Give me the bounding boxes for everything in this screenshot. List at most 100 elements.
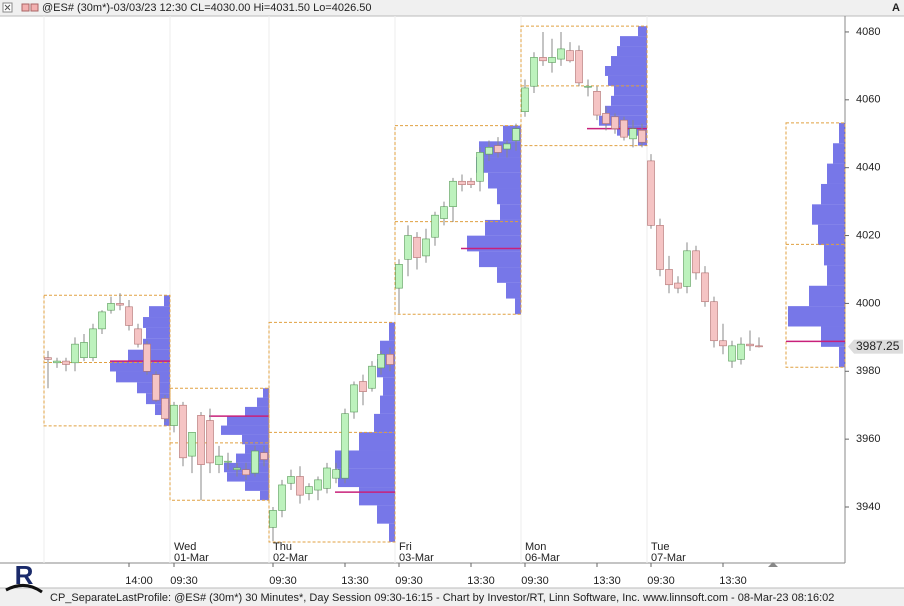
candle-body [539,57,547,62]
profile-bar [620,36,647,47]
profile-bin [611,56,647,66]
candle [395,259,403,314]
candle [656,218,664,277]
candle [422,228,430,263]
profile-bar [821,183,845,205]
profile-bar [788,306,845,327]
candle-body [107,303,115,311]
profile-bar [389,523,395,542]
profile-bar [617,46,647,57]
candle-body [458,180,466,185]
candle-body [701,272,709,303]
chart-title: @ES# (30m*)-03/03/23 12:30 CL=4030.00 Hi… [42,2,372,14]
candle-body [665,269,673,286]
profile-bin [257,397,269,407]
candle [296,466,304,504]
profile-bin [479,251,521,268]
candle [269,507,277,541]
button[interactable]: A [892,2,900,14]
profile-bar [380,395,395,414]
profile-bin [827,265,845,286]
last-price-box [854,339,903,354]
last-price-label: 3987.25 [856,339,900,353]
candle [143,340,151,375]
day-label: Wed [174,541,196,553]
candle [701,266,709,307]
y-tick-label: 3980 [856,365,880,377]
candle-body [629,128,637,140]
candle [278,479,286,518]
profile-bin [818,224,845,246]
candle [179,401,187,467]
x-tick-label: 13:30 [467,575,495,587]
candle-body [530,57,538,87]
candle [476,147,484,192]
profile-bin [263,388,269,398]
profile-bin [164,415,170,426]
candle [503,140,511,158]
candle-body [98,311,106,330]
candle-body [251,450,259,474]
candle [80,333,88,362]
profile-bin [221,425,269,435]
candle [170,401,178,433]
close-icon [4,4,11,11]
candle-body [296,476,304,496]
profile-bar [611,95,647,106]
profile-bin [506,282,521,299]
date-label: 06-Mar [525,552,560,564]
candle-body [728,345,736,362]
candle-body [494,145,502,153]
candle-body [512,128,520,141]
profile-bin [245,444,269,454]
profile-bar [809,285,845,307]
candle-body [224,460,232,463]
profile-bar [833,143,845,164]
profile-bin [359,432,395,451]
profile-bin [605,105,647,116]
candle [188,432,196,474]
profile-bin [839,346,845,368]
candle-body [260,452,268,460]
profile-bar [374,413,395,433]
candle-body [404,235,412,260]
candle [647,154,655,229]
title-bar [0,0,904,16]
candle-body [611,116,619,129]
candle [494,137,502,158]
candle [44,350,52,389]
candle [197,411,205,501]
candle [548,38,556,73]
candle-body [476,152,484,182]
candle-body [521,87,529,112]
candle [260,445,268,467]
candle-body [152,374,160,401]
profile-bin [833,143,845,164]
candle [305,483,313,501]
profile-bar [839,346,845,368]
profile-bar [227,472,269,482]
profile-bin [617,46,647,57]
profile-bar [110,360,170,372]
candle-body [332,469,340,479]
x-tick-label: 14:00 [125,575,153,587]
candle [593,86,601,121]
profile-bar [467,235,521,252]
profile-bin [149,306,170,318]
profile-bar [506,282,521,299]
profile-bar [497,188,521,205]
candle [512,123,520,151]
y-tick-label: 4000 [856,297,880,309]
candle-body [287,476,295,484]
candle-body [449,180,457,208]
candle [152,371,160,402]
profile-bar [389,322,395,341]
candle [665,255,673,294]
candle-body [134,328,142,345]
candle-body [89,328,97,359]
candle [251,445,259,477]
profile-bar [245,444,269,454]
profile-bar [476,157,521,173]
candle-body [125,306,133,326]
